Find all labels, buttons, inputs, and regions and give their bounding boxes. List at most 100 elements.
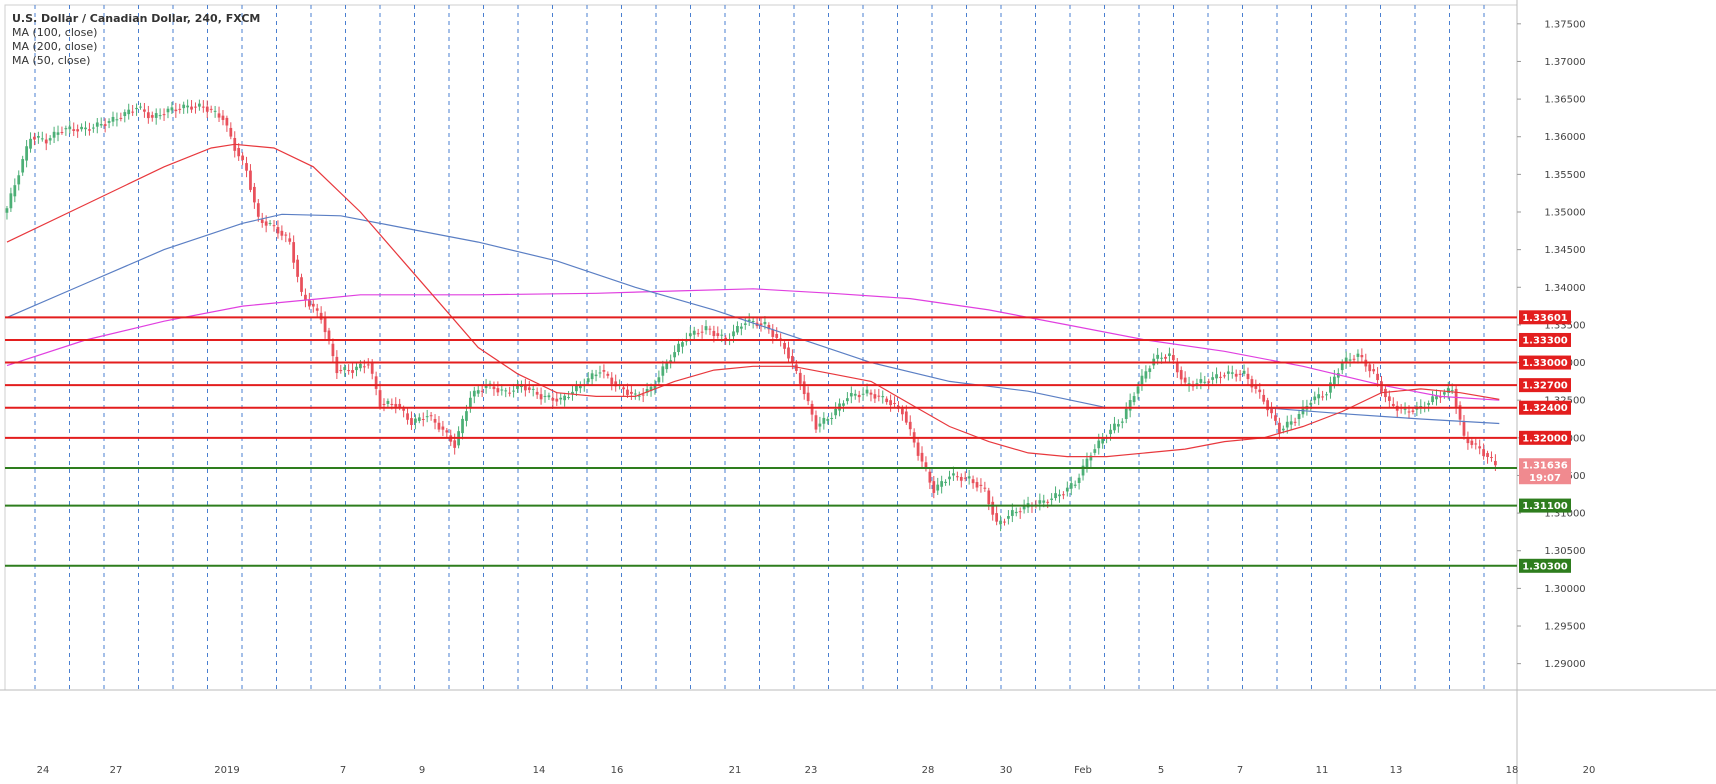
candle-body: [1348, 359, 1352, 361]
candle: [1482, 443, 1485, 460]
candle-body: [335, 356, 339, 374]
candle: [1274, 408, 1277, 426]
candle-body: [366, 364, 370, 366]
candle-body: [1384, 388, 1387, 398]
candle-body: [653, 384, 657, 389]
candle: [1470, 437, 1474, 449]
candle: [1164, 354, 1167, 363]
plot-area: [4, 4, 1518, 691]
candle-body: [1376, 373, 1379, 381]
candle: [775, 327, 779, 341]
candle: [681, 338, 684, 354]
candle-body: [531, 388, 535, 390]
candle: [539, 387, 543, 405]
candle: [991, 496, 995, 521]
candle-body: [932, 481, 936, 493]
candle: [292, 235, 296, 269]
candle: [221, 110, 225, 126]
candle-body: [264, 221, 268, 226]
candle: [920, 446, 924, 469]
candle: [139, 102, 142, 110]
candle: [80, 123, 83, 132]
y-tick-label: 1.30000: [1544, 584, 1585, 595]
candle-body: [465, 411, 468, 421]
candle: [1431, 390, 1434, 405]
candle-body: [241, 155, 244, 161]
candle: [743, 317, 747, 330]
support-level-tag: [1519, 558, 1571, 573]
x-tick-label: 11: [1316, 765, 1329, 776]
candle-body: [983, 487, 987, 489]
candle-body: [806, 392, 810, 402]
candle: [131, 104, 135, 116]
candle-body: [1164, 356, 1167, 359]
candle: [1270, 402, 1273, 419]
candle: [516, 379, 519, 393]
candle-body: [763, 321, 767, 325]
candle: [798, 369, 802, 391]
candle-body: [1246, 373, 1250, 380]
candle-body: [1450, 390, 1454, 392]
candle: [13, 178, 17, 203]
candle: [527, 380, 531, 394]
candle: [272, 220, 276, 232]
candle-body: [598, 372, 602, 374]
resistance-level-label: 1.33300: [1522, 335, 1568, 346]
candle-body: [1050, 498, 1053, 500]
candle: [508, 386, 512, 397]
candle: [598, 365, 602, 378]
candle: [893, 396, 896, 409]
x-tick-label: 5: [1158, 765, 1164, 776]
candle: [52, 126, 56, 144]
candle-body: [1018, 511, 1022, 513]
candle: [323, 311, 327, 339]
candle-body: [256, 203, 260, 217]
candle: [975, 477, 979, 492]
candle-body: [288, 238, 292, 242]
candle-body: [861, 393, 865, 395]
candle-body: [700, 331, 704, 333]
y-tick-label: 1.37000: [1544, 57, 1585, 68]
candle-body: [563, 395, 567, 401]
x-tick-label: 14: [533, 765, 546, 776]
candle-body: [916, 442, 920, 456]
x-tick-label: 24: [37, 765, 50, 776]
candle-body: [1446, 387, 1450, 393]
x-tick-label: 7: [340, 765, 346, 776]
candle: [256, 198, 260, 222]
candle-body: [64, 128, 68, 130]
candle: [696, 328, 700, 337]
candle-body: [445, 430, 449, 433]
candle: [201, 100, 205, 113]
candle: [885, 396, 889, 405]
candle: [1384, 386, 1387, 403]
candle-body: [1077, 477, 1081, 483]
y-tick-label: 1.36500: [1544, 95, 1585, 106]
candle: [653, 379, 657, 395]
candle-body: [307, 299, 311, 307]
candle: [327, 327, 331, 345]
candle-body: [1195, 383, 1199, 385]
candle-body: [139, 106, 142, 108]
candle-body: [630, 391, 633, 394]
candle-body: [543, 395, 547, 397]
candle: [1238, 369, 1242, 382]
candle-body: [1171, 355, 1175, 361]
candle: [445, 427, 449, 438]
candle: [563, 392, 567, 407]
candle: [783, 340, 786, 355]
candle-body: [1427, 403, 1431, 405]
candle-body: [229, 127, 233, 137]
candle: [759, 316, 763, 332]
candle-body: [1203, 381, 1207, 383]
candle-body: [111, 116, 115, 122]
candle: [307, 292, 311, 310]
candle-body: [1022, 506, 1026, 510]
support-level-label: 1.31100: [1522, 501, 1568, 512]
candle: [673, 345, 676, 364]
candle: [1058, 489, 1061, 503]
candle-body: [877, 395, 881, 397]
candle-body: [1293, 421, 1297, 423]
candle-body: [68, 126, 72, 130]
